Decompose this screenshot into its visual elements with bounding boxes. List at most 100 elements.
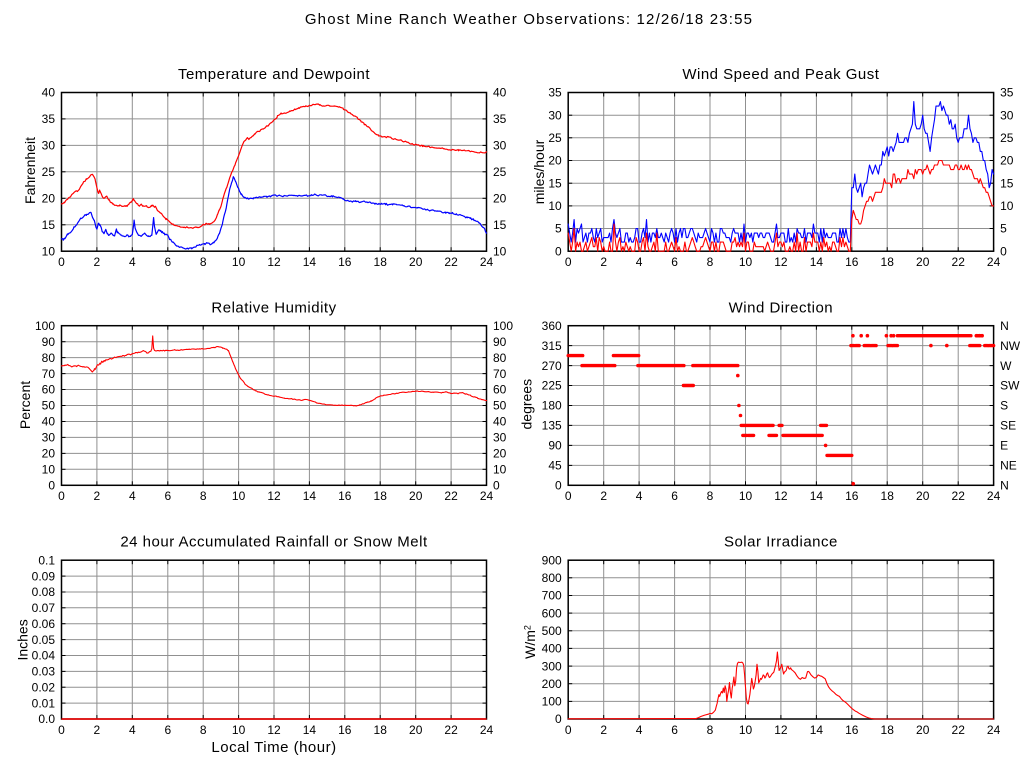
svg-text:10: 10 — [548, 199, 562, 213]
svg-text:24: 24 — [987, 489, 1001, 503]
svg-text:5: 5 — [1000, 222, 1007, 236]
svg-text:W/m2: W/m2 — [522, 625, 538, 659]
svg-text:30: 30 — [1000, 108, 1014, 122]
svg-text:Solar Irradiance: Solar Irradiance — [724, 534, 838, 551]
svg-text:80: 80 — [42, 351, 56, 365]
svg-text:24: 24 — [987, 255, 1001, 269]
svg-text:S: S — [1000, 399, 1008, 413]
svg-text:15: 15 — [1000, 176, 1014, 190]
svg-text:225: 225 — [542, 379, 562, 393]
svg-text:5: 5 — [555, 222, 562, 236]
svg-text:15: 15 — [548, 176, 562, 190]
svg-text:18: 18 — [374, 723, 388, 737]
svg-text:2: 2 — [94, 489, 101, 503]
svg-text:180: 180 — [542, 399, 562, 413]
svg-text:35: 35 — [493, 112, 507, 126]
svg-text:E: E — [1000, 439, 1008, 453]
svg-text:700: 700 — [542, 589, 562, 603]
svg-text:8: 8 — [707, 723, 714, 737]
svg-text:8: 8 — [200, 255, 207, 269]
svg-text:35: 35 — [548, 86, 562, 100]
svg-text:100: 100 — [35, 319, 55, 333]
svg-text:22: 22 — [444, 255, 458, 269]
svg-text:0.05: 0.05 — [32, 633, 56, 647]
svg-text:6: 6 — [164, 723, 171, 737]
svg-text:22: 22 — [444, 489, 458, 503]
svg-text:Local Time (hour): Local Time (hour) — [211, 739, 336, 756]
svg-text:2: 2 — [94, 255, 101, 269]
svg-text:12: 12 — [774, 489, 788, 503]
svg-text:2: 2 — [94, 723, 101, 737]
svg-text:0.02: 0.02 — [32, 680, 56, 694]
svg-text:18: 18 — [374, 489, 388, 503]
svg-text:Percent: Percent — [17, 381, 33, 429]
svg-text:35: 35 — [1000, 86, 1014, 100]
svg-text:8: 8 — [707, 255, 714, 269]
svg-text:14: 14 — [303, 255, 317, 269]
svg-text:16: 16 — [338, 723, 352, 737]
svg-text:6: 6 — [671, 723, 678, 737]
svg-text:20: 20 — [409, 723, 423, 737]
svg-text:14: 14 — [810, 255, 824, 269]
svg-text:22: 22 — [952, 489, 966, 503]
svg-text:24 hour Accumulated Rainfall o: 24 hour Accumulated Rainfall or Snow Mel… — [120, 534, 428, 551]
svg-text:500: 500 — [542, 624, 562, 638]
svg-text:10: 10 — [232, 255, 246, 269]
svg-text:14: 14 — [303, 723, 317, 737]
svg-text:50: 50 — [42, 399, 56, 413]
svg-text:10: 10 — [232, 723, 246, 737]
svg-text:20: 20 — [1000, 154, 1014, 168]
svg-text:12: 12 — [267, 723, 281, 737]
svg-text:12: 12 — [267, 489, 281, 503]
svg-text:18: 18 — [881, 255, 895, 269]
svg-text:270: 270 — [542, 359, 562, 373]
svg-text:24: 24 — [480, 723, 494, 737]
svg-text:SE: SE — [1000, 419, 1016, 433]
svg-text:miles/hour: miles/hour — [531, 139, 547, 204]
svg-text:25: 25 — [493, 165, 507, 179]
svg-text:16: 16 — [845, 489, 859, 503]
svg-text:40: 40 — [493, 415, 507, 429]
svg-text:20: 20 — [42, 447, 56, 461]
svg-text:NW: NW — [1000, 339, 1021, 353]
svg-text:0: 0 — [555, 712, 562, 726]
svg-text:0: 0 — [58, 255, 65, 269]
svg-text:0.1: 0.1 — [38, 553, 55, 567]
svg-text:315: 315 — [542, 339, 562, 353]
svg-text:12: 12 — [774, 723, 788, 737]
svg-text:0: 0 — [565, 255, 572, 269]
svg-text:Fahrenheit: Fahrenheit — [22, 137, 38, 204]
svg-text:0: 0 — [555, 479, 562, 493]
svg-text:0: 0 — [565, 723, 572, 737]
svg-text:4: 4 — [636, 489, 643, 503]
svg-text:0.06: 0.06 — [32, 617, 56, 631]
svg-text:70: 70 — [493, 367, 507, 381]
svg-text:16: 16 — [338, 489, 352, 503]
svg-text:45: 45 — [548, 459, 562, 473]
svg-text:20: 20 — [409, 489, 423, 503]
svg-text:0: 0 — [565, 489, 572, 503]
svg-text:60: 60 — [493, 383, 507, 397]
svg-text:20: 20 — [916, 255, 930, 269]
svg-text:30: 30 — [493, 431, 507, 445]
svg-text:0.04: 0.04 — [32, 649, 56, 663]
svg-text:10: 10 — [739, 723, 753, 737]
svg-text:2: 2 — [600, 723, 607, 737]
svg-text:0.09: 0.09 — [32, 569, 56, 583]
svg-text:50: 50 — [493, 399, 507, 413]
svg-text:Ghost Mine Ranch Weather Obser: Ghost Mine Ranch Weather Observations: 1… — [305, 11, 753, 28]
svg-text:24: 24 — [480, 255, 494, 269]
svg-text:degrees: degrees — [519, 379, 535, 430]
svg-text:0: 0 — [58, 489, 65, 503]
svg-text:18: 18 — [374, 255, 388, 269]
svg-text:4: 4 — [129, 255, 136, 269]
svg-text:300: 300 — [542, 659, 562, 673]
svg-text:NE: NE — [1000, 459, 1017, 473]
svg-text:0: 0 — [1000, 244, 1007, 258]
svg-text:2: 2 — [600, 255, 607, 269]
svg-text:14: 14 — [810, 723, 824, 737]
svg-text:600: 600 — [542, 606, 562, 620]
svg-text:14: 14 — [810, 489, 824, 503]
svg-text:25: 25 — [42, 165, 56, 179]
svg-text:60: 60 — [42, 383, 56, 397]
